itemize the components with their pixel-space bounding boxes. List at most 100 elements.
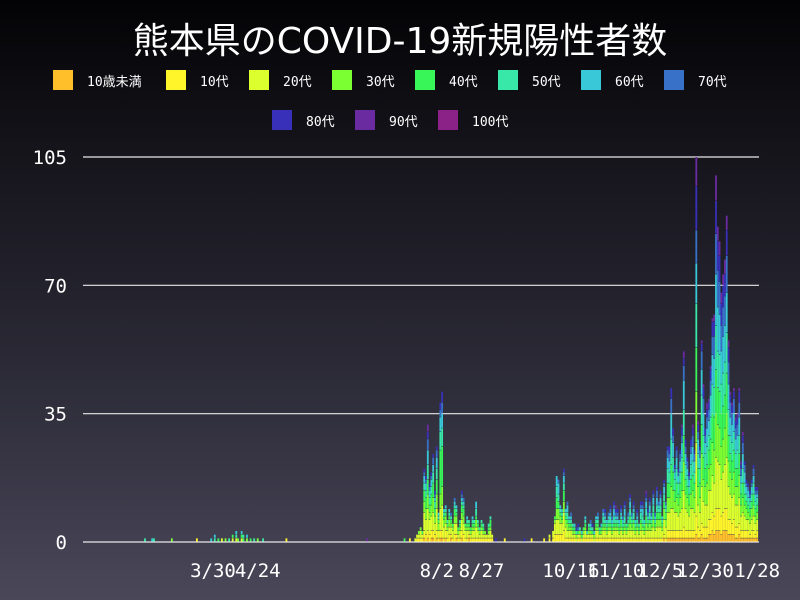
bar-segment	[240, 534, 243, 538]
bar-segment	[609, 523, 612, 527]
bar-segment	[725, 457, 728, 509]
bar-segment	[630, 531, 633, 538]
bar-segment	[704, 443, 707, 454]
bar-segment	[448, 520, 451, 527]
bar-segment	[580, 534, 583, 538]
bar-segment	[589, 527, 592, 531]
bar-segment	[743, 516, 746, 531]
bar-segment	[679, 472, 682, 483]
bar-segment	[673, 468, 676, 472]
bar-segment	[616, 523, 619, 527]
bar-segment	[702, 388, 705, 399]
bar-segment	[426, 432, 429, 439]
bar-segment	[673, 501, 676, 513]
bar-segment	[605, 520, 608, 524]
bar-segment	[570, 520, 572, 524]
bar-segment	[562, 512, 565, 531]
bar-segment	[682, 351, 685, 359]
bar-segment	[709, 520, 712, 535]
bar-segment	[654, 538, 657, 542]
bar-segment	[736, 417, 739, 425]
bar-segment	[555, 509, 558, 520]
bar-segment	[629, 531, 631, 538]
bar-segment	[444, 509, 447, 513]
bar-segment	[752, 494, 755, 505]
bar-segment	[480, 520, 483, 524]
bar-segment	[613, 523, 615, 527]
bar-segment	[740, 465, 742, 469]
bar-segment	[477, 523, 479, 527]
bar-segment	[654, 516, 657, 520]
bar-segment	[596, 527, 599, 531]
bar-segment	[756, 487, 759, 491]
bar-segment	[750, 479, 753, 483]
bar-segment	[691, 538, 694, 542]
bar-segment	[720, 384, 723, 414]
bar-segment	[672, 428, 674, 436]
bar-segment	[466, 531, 469, 538]
bar-segment	[614, 509, 617, 513]
bar-segment	[455, 534, 458, 538]
bar-segment	[605, 534, 608, 538]
bar-segment	[704, 435, 707, 443]
bar-segment	[423, 472, 426, 476]
bar-segment	[432, 512, 435, 531]
bar-segment	[656, 490, 658, 498]
bar-segment	[749, 534, 751, 538]
bar-segment	[425, 498, 427, 509]
bar-segment	[557, 483, 560, 494]
legend-swatch	[498, 70, 518, 90]
bar-segment	[752, 505, 755, 516]
bar-segment	[609, 516, 612, 524]
bar-segment	[743, 483, 746, 494]
bar-segment	[747, 490, 750, 498]
bar-segment	[446, 523, 449, 527]
bar-segment	[553, 516, 556, 520]
bar-segment	[673, 512, 676, 531]
bar-segment	[611, 527, 614, 531]
bar-segment	[614, 512, 617, 516]
bar-segment	[664, 509, 667, 513]
bar-segment	[596, 523, 599, 527]
bar-segment	[681, 490, 683, 509]
bar-segment	[754, 516, 757, 524]
bar-segment	[602, 509, 605, 513]
bar-segment	[634, 527, 637, 531]
bar-segment	[706, 538, 708, 542]
bar-segment	[648, 501, 651, 505]
bar-segment	[725, 531, 728, 542]
bar-segment	[666, 531, 669, 538]
bar-segment	[686, 512, 689, 531]
bar-segment	[706, 428, 708, 447]
bar-segment	[489, 520, 492, 527]
bar-segment	[659, 498, 662, 505]
bar-segment	[604, 538, 606, 542]
bar-segment	[611, 538, 614, 542]
bar-segment	[738, 435, 741, 454]
bar-segment	[688, 531, 691, 538]
bar-segment	[618, 527, 621, 531]
bar-segment	[727, 410, 730, 436]
bar-segment	[713, 516, 716, 535]
bar-segment	[480, 531, 483, 538]
bar-segment	[605, 527, 608, 531]
bar-segment	[566, 512, 569, 520]
bar-segment	[716, 270, 719, 307]
bar-segment	[477, 538, 479, 542]
bar-segment	[561, 520, 563, 524]
bar-segment	[720, 534, 723, 542]
bar-segment	[740, 531, 742, 538]
bar-segment	[711, 318, 714, 322]
bar-segment	[663, 534, 665, 538]
y-tick-label: 70	[44, 275, 67, 297]
x-tick-label: 1/28	[734, 560, 780, 582]
bar-segment	[600, 523, 603, 527]
bar-segment	[700, 369, 703, 395]
bar-segment	[650, 516, 653, 520]
bar-segment	[589, 534, 592, 538]
bar-segment	[718, 314, 721, 355]
bar-segment	[566, 520, 569, 524]
bar-segment	[716, 509, 719, 531]
bar-segment	[561, 516, 563, 520]
bar-segment	[475, 527, 478, 538]
